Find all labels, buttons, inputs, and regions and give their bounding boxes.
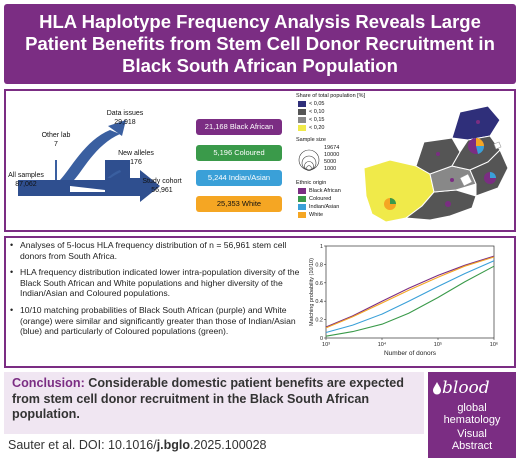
share-legend-item: < 0,20: [298, 125, 324, 131]
map-pie: [484, 172, 496, 184]
category-indian-asian: 5,244 Indian/Asian: [196, 170, 282, 186]
sample-size-circles: [298, 149, 320, 171]
conclusion-text: Considerable domestic patient benefits a…: [12, 376, 404, 421]
page-title: HLA Haplotype Frequency Analysis Reveals…: [25, 11, 495, 76]
flow-arrow-cohort: [105, 170, 160, 202]
findings-list: Analyses of 5-locus HLA frequency distri…: [10, 240, 306, 343]
sample-legend-title: Sample size: [296, 137, 326, 143]
series-line: [325, 255, 495, 328]
citation: Sauter et al. DOI: 10.1016/j.bglo.2025.1…: [8, 438, 267, 452]
category-white: 25,353 White: [196, 196, 282, 212]
label-all-samples: All samples 87,062: [8, 172, 44, 188]
journal-brand: blood: [442, 378, 490, 398]
blood-drop-icon: [433, 382, 441, 395]
conclusion: Conclusion: Considerable domestic patien…: [12, 376, 422, 423]
sample-legend-item: 19674: [324, 145, 340, 151]
flow-base: [18, 180, 105, 196]
x-tick-label: 10⁶: [490, 341, 498, 348]
flow-main: [18, 160, 130, 192]
badge-line: hematology: [443, 414, 501, 426]
y-tick-label: 0.2: [315, 318, 323, 324]
map-lesotho: [459, 173, 473, 187]
y-tick-label: 0: [320, 336, 323, 342]
share-legend-item: < 0,15: [298, 117, 324, 123]
flow-data-issues: [60, 130, 120, 180]
citation-bold: j.bglo: [156, 438, 191, 452]
ethnic-legend-title: Ethnic origin: [296, 180, 327, 186]
y-tick-label: 0.8: [315, 262, 323, 268]
sample-legend-item: 5000: [324, 159, 337, 165]
map-pie: [450, 178, 454, 182]
label-new-alleles: New alleles 176: [118, 150, 154, 166]
category-coloured: 5,196 Coloured: [196, 145, 282, 161]
label-study-cohort: Study cohort 56,961: [142, 178, 182, 194]
ethnic-legend-item: Coloured: [298, 196, 331, 202]
sample-flow-diagram: [18, 120, 160, 202]
map-pie: [468, 138, 485, 154]
ethnic-legend-item: Indian/Asian: [298, 204, 339, 210]
y-tick-label: 0.6: [315, 281, 323, 287]
y-tick-label: 0.4: [315, 299, 323, 305]
x-axis-label: Number of donors: [384, 350, 437, 357]
flow-arrow-issues: [108, 120, 126, 136]
badge-line: Visual: [457, 428, 487, 440]
badge-line: Abstract: [451, 440, 493, 452]
x-tick-label: 10⁴: [378, 341, 387, 348]
series-line: [325, 265, 495, 337]
badge-line: global: [457, 402, 487, 414]
conclusion-box: Conclusion: Considerable domestic patien…: [4, 372, 424, 434]
journal-badge: blood global hematology Visual Abstract: [428, 372, 516, 458]
y-tick-label: 1: [320, 244, 323, 250]
label-other-lab: Other lab 7: [41, 132, 71, 148]
flow-new-alleles: [105, 170, 121, 180]
map-eswatini: [493, 141, 502, 150]
map-pie: [476, 120, 480, 124]
series-line: [325, 256, 495, 329]
conclusion-label: Conclusion:: [12, 376, 85, 390]
south-africa-map: [363, 105, 509, 223]
flow-other-lab: [55, 160, 57, 180]
share-legend-title: Share of total population [%]: [296, 93, 366, 99]
sample-legend-item: 1000: [324, 166, 337, 172]
finding-item: 10/10 matching probabilities of Black So…: [10, 305, 306, 337]
map-pie: [384, 198, 396, 210]
title-banner: HLA Haplotype Frequency Analysis Reveals…: [4, 4, 516, 84]
share-legend-item: < 0,05: [298, 101, 324, 107]
series-line: [325, 260, 495, 334]
finding-item: Analyses of 5-locus HLA frequency distri…: [10, 240, 306, 261]
map-province: [451, 105, 501, 141]
ethnic-legend-item: Black African: [298, 188, 341, 194]
category-black-african: 21,168 Black African: [196, 119, 282, 135]
citation-suffix: .2025.100028: [190, 438, 267, 452]
plot-frame: [325, 245, 495, 339]
y-axis-label: Matching probability (10/10): [309, 258, 315, 326]
finding-item: HLA frequency distribution indicated low…: [10, 267, 306, 299]
x-tick-label: 10⁵: [434, 341, 442, 348]
sample-legend-item: 10000: [324, 152, 340, 158]
map-pie: [436, 152, 440, 156]
matching-probability-chart: 0 0.2 0.4 0.6 0.8 1 10³ 10⁴ 10⁵ 10⁶ Number of dono…: [309, 244, 498, 357]
x-tick-label: 10³: [322, 342, 330, 348]
ethnic-legend-item: White: [298, 212, 323, 218]
map-pie: [445, 201, 451, 207]
citation-prefix: Sauter et al. DOI: 10.1016/: [8, 438, 157, 452]
label-data-issues: Data issues 29,918: [106, 110, 144, 126]
share-legend-item: < 0,10: [298, 109, 324, 115]
